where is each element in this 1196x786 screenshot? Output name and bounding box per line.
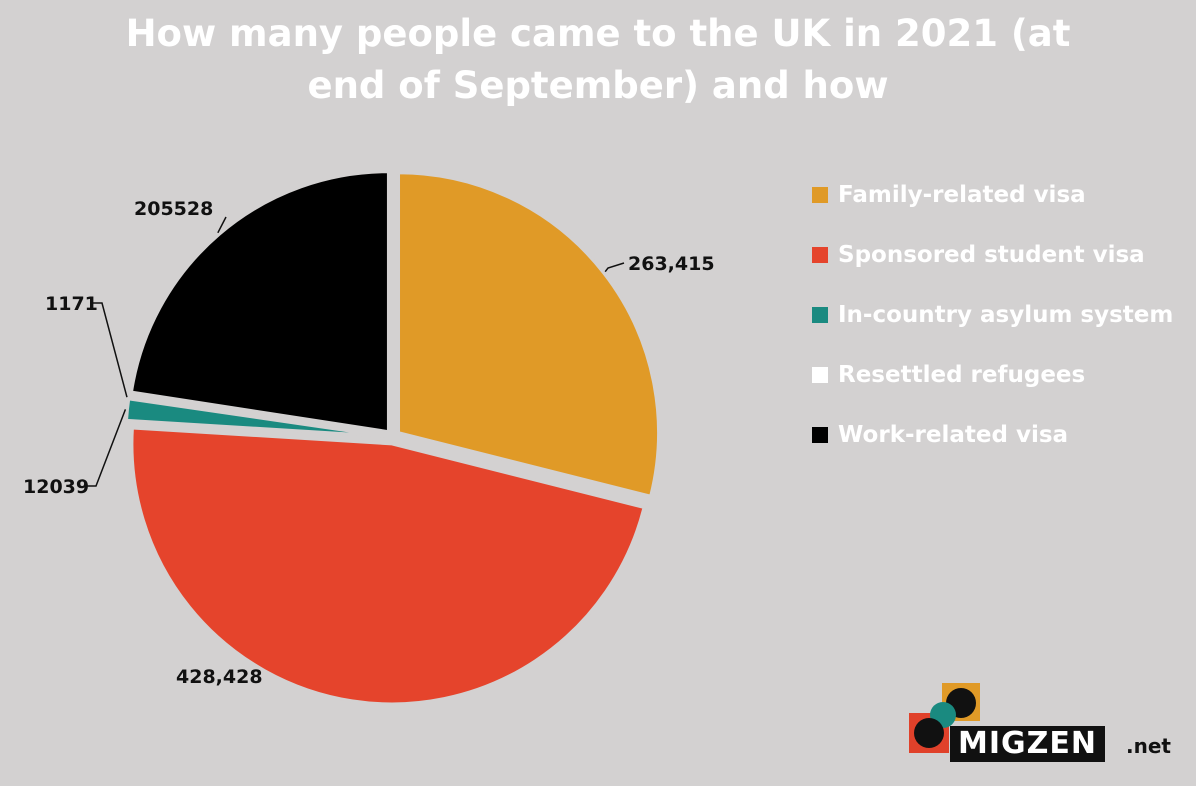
pie-slice-sponsored-student-visa — [130, 426, 646, 706]
pie-slice-work-related-visa — [129, 170, 390, 434]
legend-item-student: Sponsored student visa — [812, 225, 1173, 285]
pie-slice-resettled-refugees — [127, 394, 387, 438]
logo-suffix: .net — [1126, 734, 1171, 758]
legend-label-work: Work-related visa — [838, 422, 1069, 448]
data-label-sponsored-student-visa: 428,428 — [176, 666, 263, 688]
legend-swatch-work — [812, 427, 828, 443]
leader-line-family-related-visa — [604, 262, 625, 273]
leader-line-work-related-visa — [217, 216, 227, 234]
data-label-resettled-refugees: 1171 — [45, 293, 98, 315]
legend-swatch-student — [812, 247, 828, 263]
chart-title-line-1: How many people came to the UK in 2021 (… — [125, 12, 1071, 55]
migzen-logo: MIGZEN .net — [906, 680, 1186, 770]
logo-wordmark: MIGZEN — [950, 726, 1105, 762]
logo-dot-icon — [914, 718, 944, 748]
legend-label-asylum: In-country asylum system — [838, 302, 1174, 328]
legend-swatch-asylum — [812, 307, 828, 323]
data-label-in-country-asylum-system: 12039 — [23, 476, 89, 498]
legend-item-asylum: In-country asylum system — [812, 285, 1173, 345]
data-label-work-related-visa: 205528 — [134, 198, 213, 220]
legend-item-work: Work-related visa — [812, 405, 1173, 465]
legend-label-student: Sponsored student visa — [838, 242, 1145, 268]
leader-line-in-country-asylum-system — [86, 409, 127, 487]
legend-label-family: Family-related visa — [838, 182, 1086, 208]
chart-title: How many people came to the UK in 2021 (… — [0, 8, 1196, 112]
legend-item-refugees: Resettled refugees — [812, 345, 1173, 405]
legend-swatch-refugees — [812, 367, 828, 383]
legend-label-refugees: Resettled refugees — [838, 362, 1086, 388]
legend-swatch-family — [812, 187, 828, 203]
legend-item-family: Family-related visa — [812, 165, 1173, 225]
pie-slice-family-related-visa — [397, 171, 661, 499]
chart-legend: Family-related visa Sponsored student vi… — [812, 165, 1173, 465]
data-label-family-related-visa: 263,415 — [628, 253, 715, 275]
leader-line-resettled-refugees — [92, 302, 128, 398]
chart-title-line-2: end of September) and how — [307, 64, 889, 107]
